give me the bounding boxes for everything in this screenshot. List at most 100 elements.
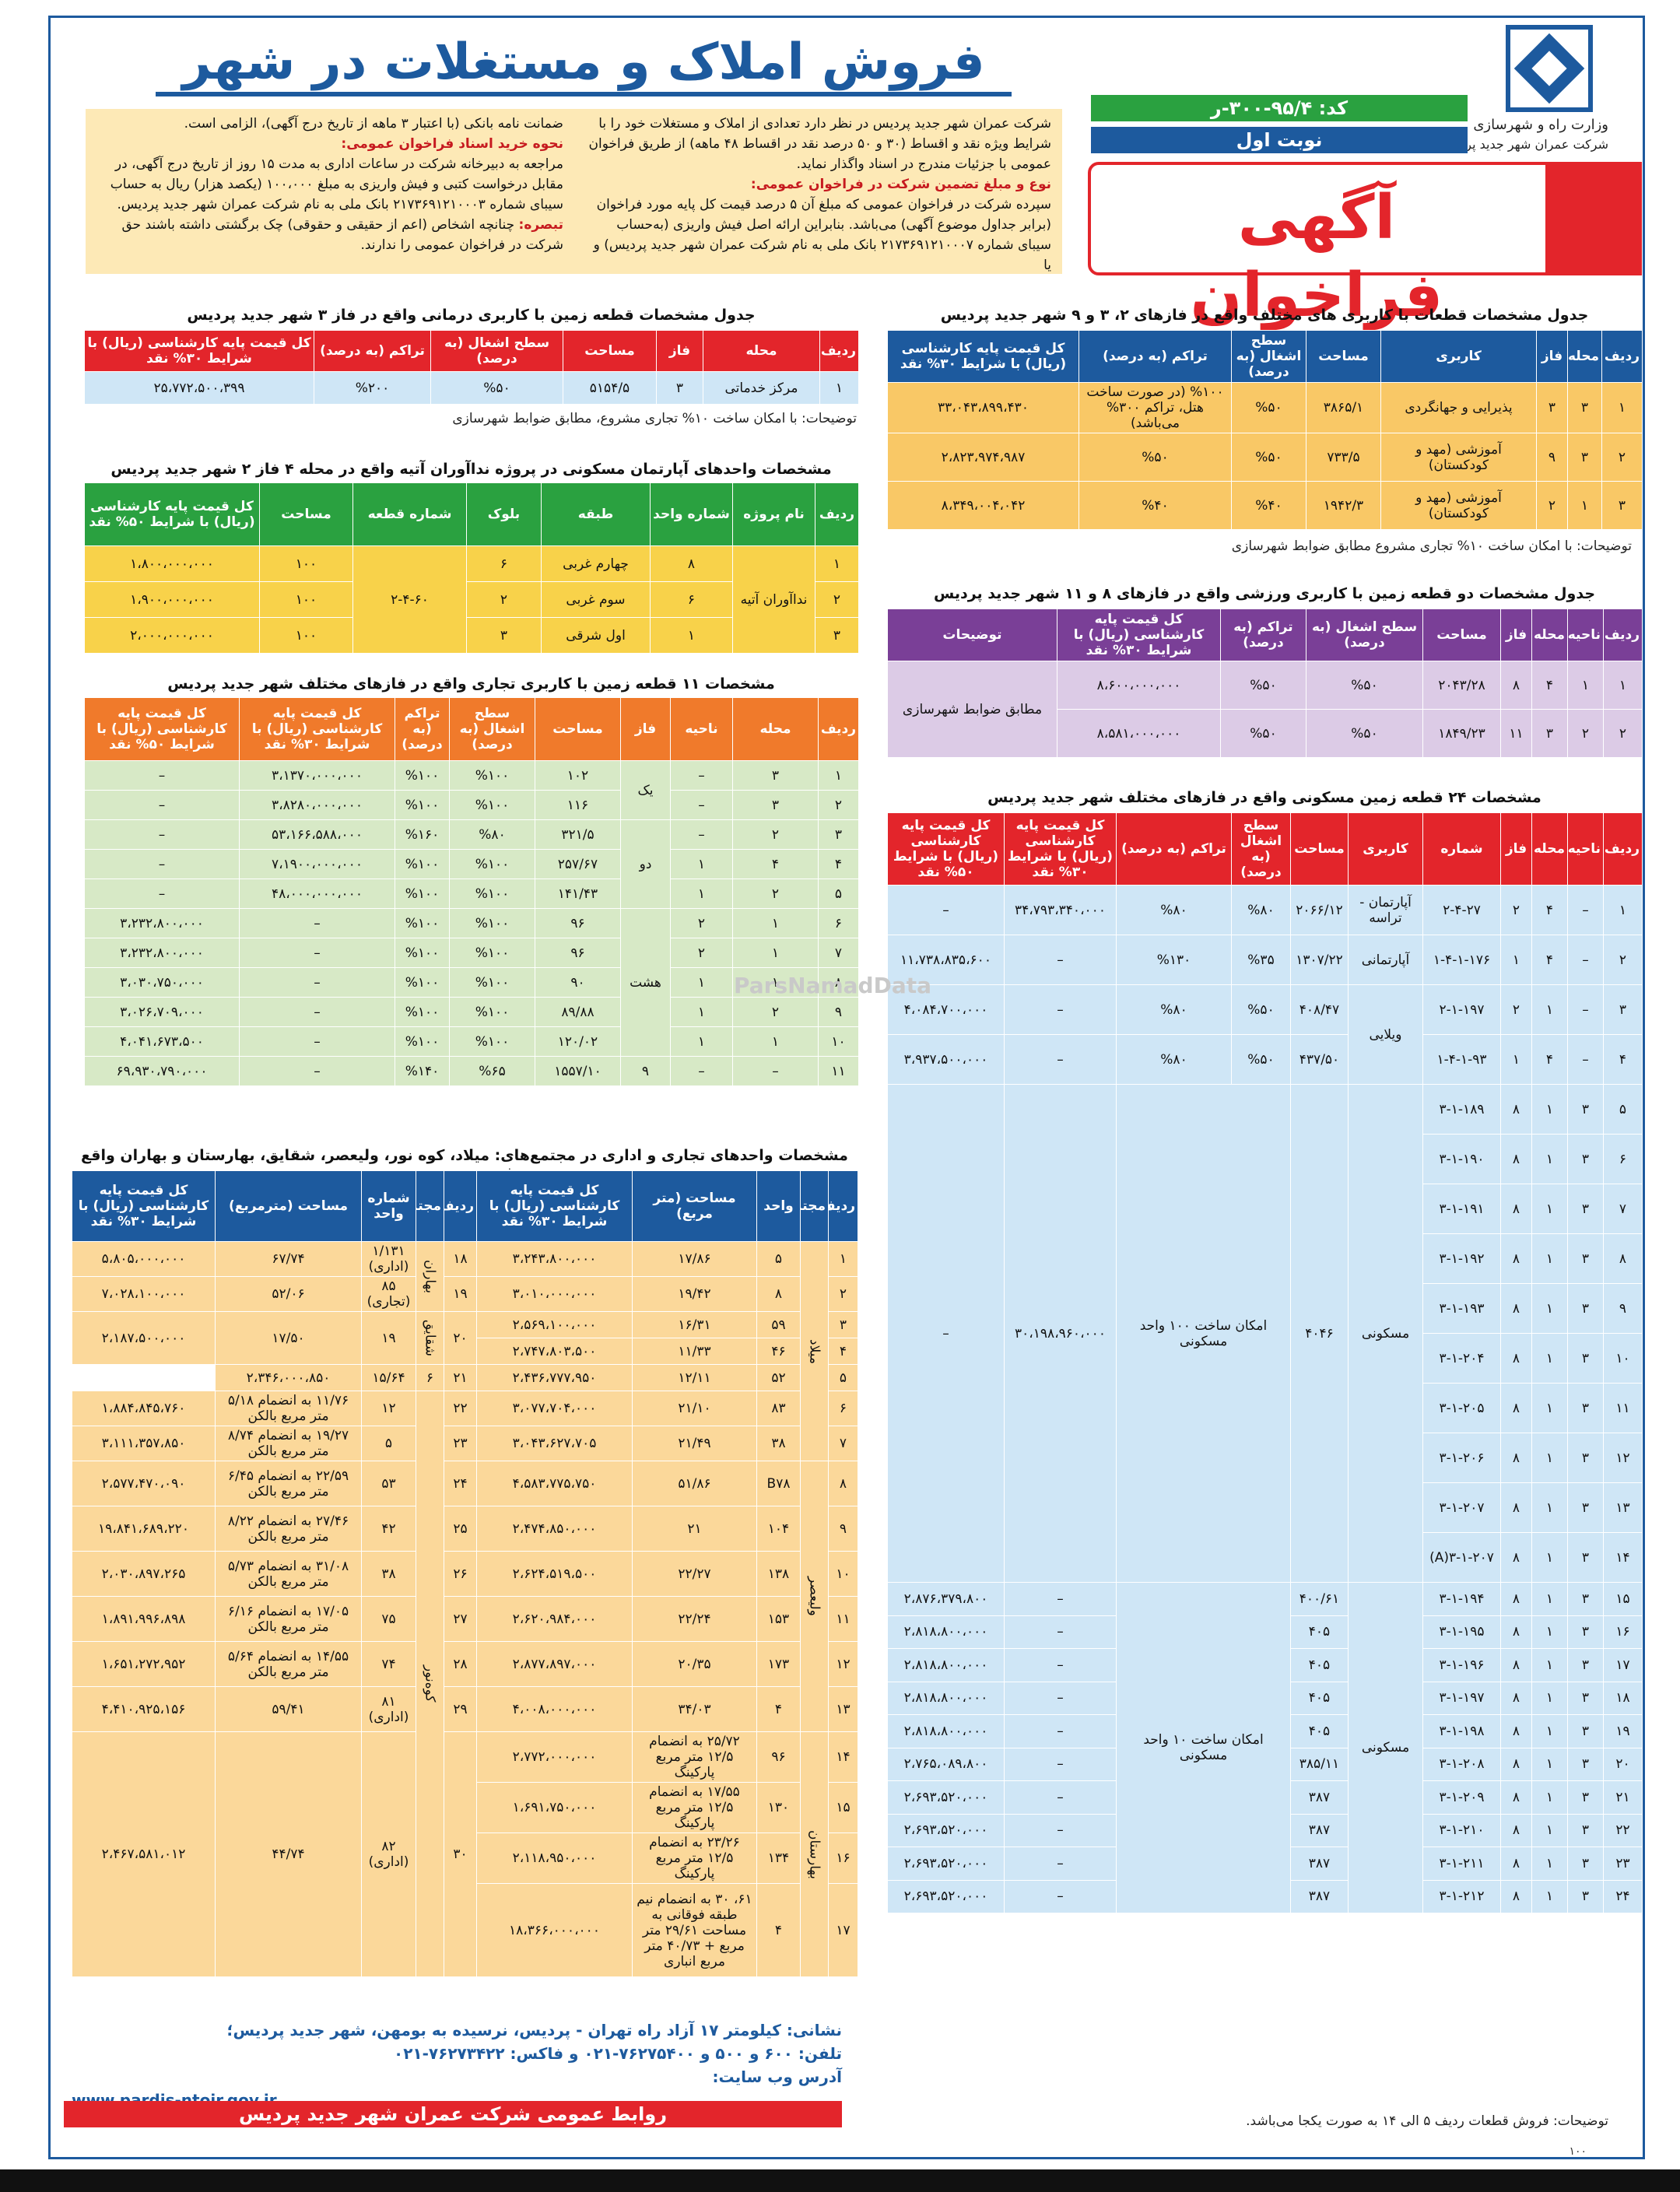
column-header: مساحت (مترمربع) (215, 1170, 362, 1242)
table-cell: ۳،۰۴۳،۶۲۷،۷۰۵ (476, 1426, 633, 1461)
column-header: بلوک (466, 482, 542, 546)
table-cell: %۵۰ (430, 371, 563, 405)
intro-h4: نحوه خرید اسناد فراخوان عمومی: (341, 136, 563, 152)
column-header: مساحت (1422, 608, 1501, 661)
column-header: کل قیمت پایه کارشناسی (ریال) با شرایط ۳۰… (239, 697, 395, 761)
footer-contact: نشانی: کیلومتر ۱۷ آزاد راه تهران - پردیس… (72, 2018, 842, 2112)
table-cell: ۲۰ (444, 1311, 477, 1365)
table-cell: %۱۰۰ (395, 908, 450, 938)
table1-header-row: ردیف محله فاز کاربری مساحت سطح اشغال (به درصد… (887, 330, 1643, 383)
table-cell: ۲،۷۷۲،۰۰۰،۰۰۰ (476, 1731, 633, 1783)
table-cell: ۱ (670, 997, 733, 1027)
table-cell: ۶۱، ۳۰ به انضمام نیم طبقه فوقانی به مساح… (632, 1883, 757, 1977)
table-cell: ۵۲ (756, 1364, 801, 1391)
table-row: ۴ ۴۶ ۱۱/۳۳ ۲،۷۴۷،۸۰۳،۵۰۰ (72, 1338, 858, 1365)
table-cell: – (1004, 984, 1117, 1035)
table-row: ۱۸ ۳ ۱ ۸ ۳-۱-۱۹۷ ۴۰۵–۲،۸۱۸،۸۰۰،۰۰۰ (887, 1681, 1643, 1715)
table-cell: ۲ (1536, 481, 1568, 530)
table-cell: ۱ (818, 760, 859, 791)
table-cell: ۱ (670, 967, 733, 998)
column-header: مجتمع (416, 1170, 444, 1242)
table-cell: ۲ (1500, 885, 1532, 935)
table-cell: ۲ (828, 1276, 858, 1312)
table-cell: ۲۲/۲۴ (632, 1596, 757, 1642)
table-cell: ۱۷ (828, 1883, 858, 1977)
table-cell: ۳-۱-۲۱۰ (1422, 1813, 1501, 1847)
table-cell: ۱۸۴۹/۲۳ (1422, 709, 1501, 758)
table-cell: ۳ (1567, 1747, 1604, 1781)
table-cell: %۱۰۰ (در صورت ساخت هتل، تراکم ۳۰۰% می‌با… (1078, 382, 1232, 433)
table-cell: ۲۳ (1603, 1847, 1643, 1881)
table-cell: ۱ (1531, 1714, 1568, 1748)
table-cell: ۸ (1500, 1482, 1532, 1533)
table5-title: مشخصات ۱۱ قطعه زمین با کاربری تجاری واقع… (167, 675, 775, 693)
table4: ردیف نام پروژه شماره واحد طبقه بلوک شماره قطع… (84, 482, 859, 654)
table-cell: ۸ (1500, 1681, 1532, 1715)
table-cell: ۲۹ (444, 1686, 477, 1732)
table-cell: ۸ (1500, 1714, 1532, 1748)
table-row: ۶ ۱ ۲ هشت ۹۶ %۱۰۰ %۱۰۰–۳،۲۳۲،۸۰۰،۰۰۰ (84, 908, 859, 1057)
table-row: ۴–۴ ۱ ۱-۴-۱-۹۳ ۴۳۷/۵۰ %۵۰ %۸۰–۳،۹۳۷،۵۰۰،۰۰۰ (887, 1034, 1643, 1085)
table-cell: ۹۰ (535, 967, 621, 998)
table-cell: ۸ (1500, 1615, 1532, 1649)
table-cell: %۶۵ (449, 1056, 535, 1086)
table-cell: %۱۰۰ (449, 790, 535, 820)
table-cell: ۷،۱۹۰۰،۰۰۰،۰۰۰ (239, 849, 395, 879)
table-cell: ۳ (1567, 1184, 1604, 1234)
table-row: ۲۴ ۳ ۱ ۸ ۳-۱-۲۱۲ ۳۸۷ –۲،۶۹۳،۵۲۰،۰۰۰ (887, 1879, 1643, 1913)
table-row: ۳ ۱ اول شرقی ۳ ۱۰۰ ۲،۰۰۰،۰۰۰،۰۰۰ (84, 617, 859, 654)
table-cell: ۱ (1601, 382, 1643, 433)
table-cell: %۳۵ (1231, 935, 1291, 985)
table-cell: ۱ (1531, 1879, 1568, 1913)
table-cell: ۱۰۰ (259, 545, 353, 582)
footer-address: نشانی: کیلومتر ۱۷ آزاد راه تهران - پردیس… (226, 2021, 842, 2039)
table-cell: ۱۷۳ (756, 1641, 801, 1687)
table-cell: ۲۳ (444, 1426, 477, 1461)
table-cell: ۲ (670, 938, 733, 968)
table-cell: ۸ (650, 545, 733, 582)
table-cell: ۱ (1531, 984, 1568, 1035)
table-row: ۲۲ ۳ ۱ ۸ ۳-۱-۲۱۰ ۳۸۷ –۲،۶۹۳،۵۲۰،۰۰۰ (887, 1813, 1643, 1847)
table-cell: ۲،۸۱۸،۸۰۰،۰۰۰ (887, 1648, 1005, 1682)
table6-title: مشخصات ۲۴ قطعه زمین مسکونی واقع در فازها… (987, 789, 1541, 806)
table-cell: ۶۷/۷۴ (215, 1241, 362, 1277)
table-cell: ۳۸ (756, 1426, 801, 1461)
column-header: کل قیمت پایه کارشناسی (ریال) با شرایط ۳۰… (72, 1170, 216, 1242)
public-relations-bar: روابط عمومی شرکت عمران شهر جدید پردیس (64, 2101, 842, 2127)
bottom-bar (0, 2169, 1680, 2192)
table-cell: ۴ (732, 849, 819, 879)
table-cell: ۲ (1567, 709, 1604, 758)
table-cell: ۶ (466, 545, 542, 582)
table-cell: ۱۵ (828, 1782, 858, 1833)
table-row: ۱–۴ ۲ ۲-۴-۲۷ آپارتمان - تراسه ۲۰۶۶/۱۲ %۸۰ %۸۰ ۳… (887, 885, 1643, 935)
table-cell: ۵ (756, 1241, 801, 1277)
table-cell: – (1567, 1034, 1604, 1085)
table-cell: %۵۰ (1231, 1034, 1291, 1085)
table-cell: ۴،۵۸۳،۷۷۵،۷۵۰ (476, 1461, 633, 1506)
table-cell: ۸،۵۸۱،۰۰۰،۰۰۰ (1057, 709, 1221, 758)
table-cell: ۳،۰۱۰،۰۰۰،۰۰۰ (476, 1276, 633, 1312)
table-cell: ۴ (1531, 885, 1568, 935)
table-cell: ۳،۸۲۸۰،۰۰۰،۰۰۰ (239, 790, 395, 820)
table-cell: ۳-۱-۱۹۶ (1422, 1648, 1501, 1682)
table-cell: ۳ (1567, 1813, 1604, 1847)
table-row: ۱۷ ۳ ۱ ۸ ۳-۱-۱۹۶ ۴۰۵ –۲،۸۱۸،۸۰۰،۰۰۰ (887, 1648, 1643, 1682)
table-cell: ۱۱/۷۶ به انضمام ۵/۱۸ متر مربع بالکن (215, 1391, 362, 1426)
table-cell: B۷۸ (756, 1461, 801, 1506)
column-header: محله (1531, 608, 1568, 661)
table-cell: – (1004, 1813, 1117, 1847)
table-cell: – (239, 1026, 395, 1057)
table-row: ۷ ۳ ۱ ۸ ۳-۱-۱۹۱ (888, 1184, 1643, 1234)
table-cell: ۲،۵۶۹،۱۰۰،۰۰۰ (476, 1311, 633, 1338)
column-header: ردیف (819, 330, 859, 372)
table-cell: ۳،۲۴۳،۸۰۰،۰۰۰ (476, 1241, 633, 1277)
table-cell: ۵۹ (756, 1311, 801, 1338)
table-row: ۲–۴ ۱ ۱-۴-۱-۱۷۶ آپارتمانی ۱۳۰۷/۲۲ %۳۵ %۱۳۰–۱۱،… (887, 935, 1643, 985)
table-cell: ۲۵،۷۷۲،۵۰۰،۳۹۹ (84, 371, 314, 405)
table-cell: ۱۰ (1603, 1333, 1643, 1384)
table-cell: %۵۰ (1078, 433, 1232, 482)
footer-phone: تلفن: ۶۰۰ و ۵۰۰ و ۷۶۲۷۵۴۰۰-۰۲۱ و فاکس: ۷… (393, 2044, 842, 2063)
table-cell: ۱ (1531, 1681, 1568, 1715)
intro-box: شرکت عمران شهر جدید پردیس در نظر دارد تع… (86, 109, 1062, 274)
table-cell: ۹ (828, 1506, 858, 1552)
